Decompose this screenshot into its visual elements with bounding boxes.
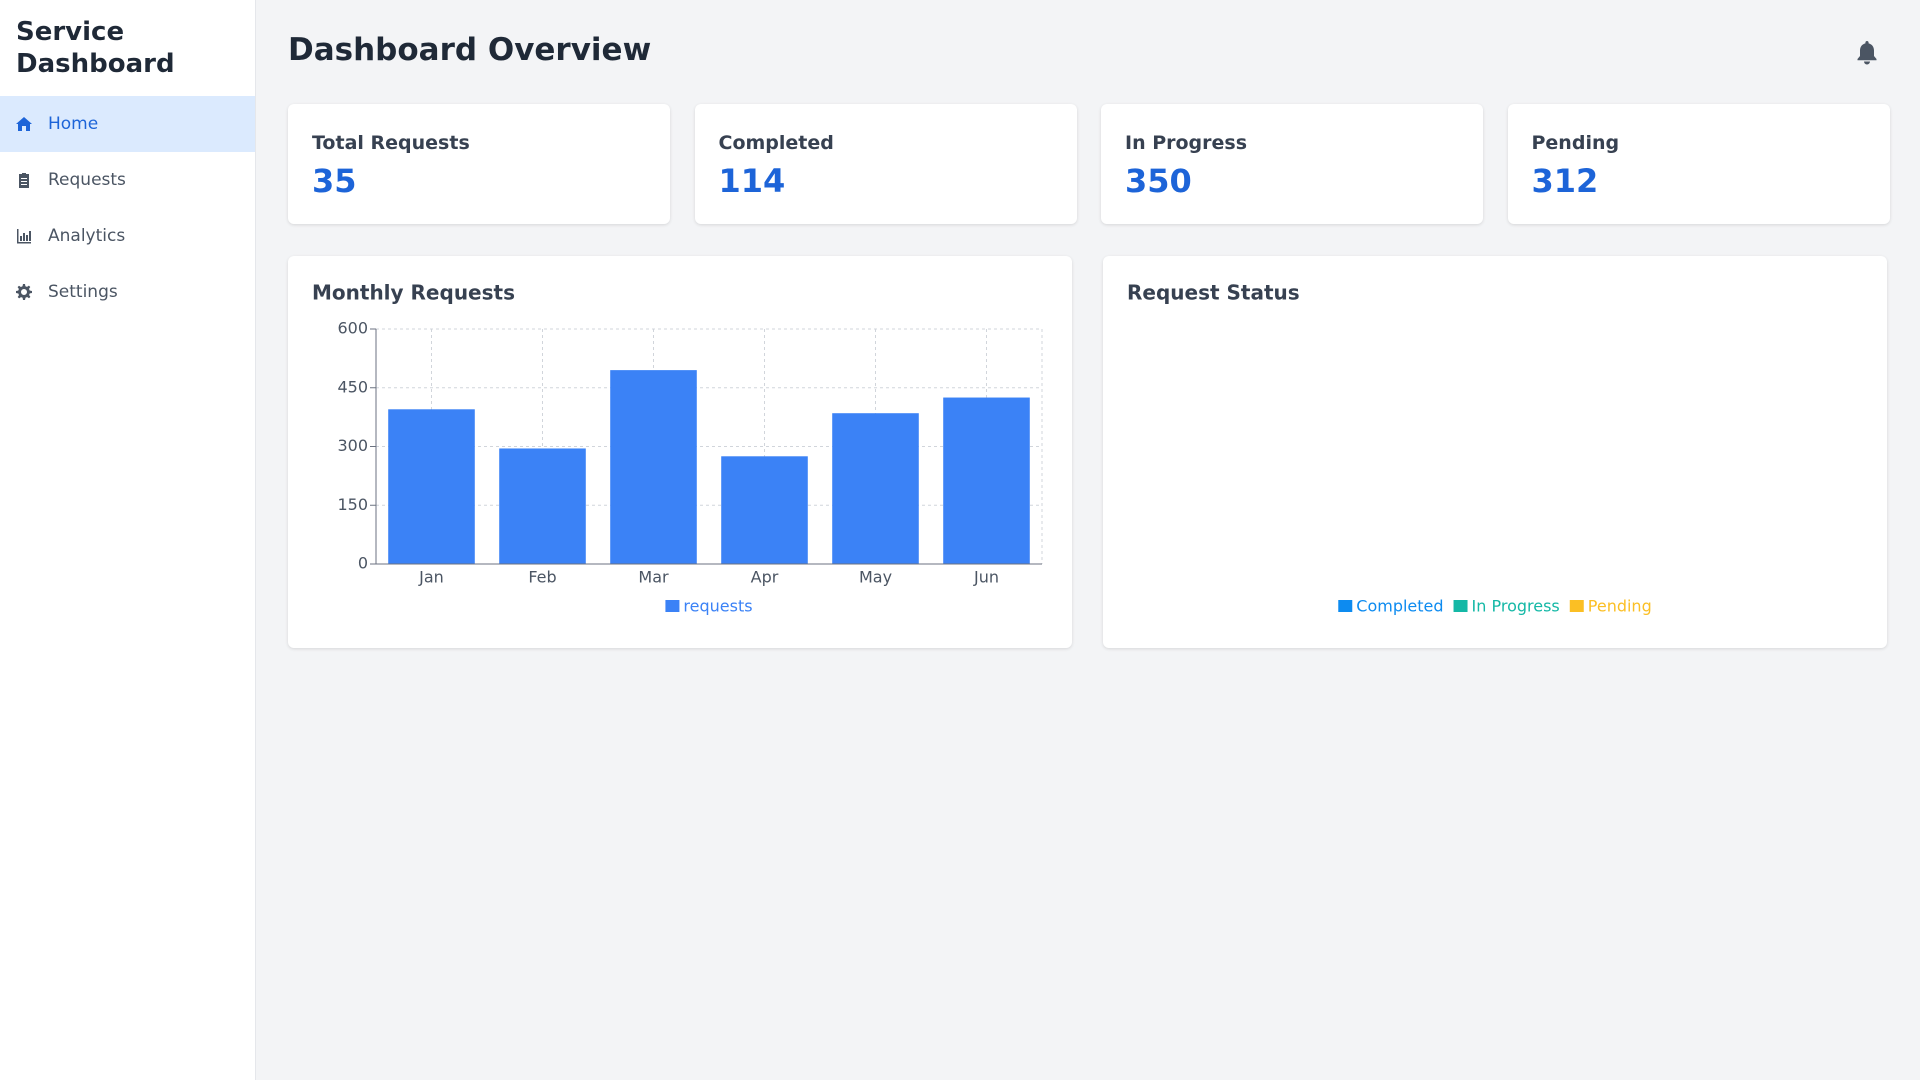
stat-card: Pending 312 [1507, 104, 1890, 224]
legend-label: Pending [1588, 597, 1652, 616]
x-tick-label: Feb [528, 568, 556, 587]
bar [610, 370, 697, 564]
nav-item[interactable]: Settings [0, 264, 255, 320]
legend-label: requests [683, 597, 752, 616]
nav-item[interactable]: Requests [0, 152, 255, 208]
x-tick-label: May [859, 568, 892, 587]
bar [832, 413, 919, 564]
bar [721, 456, 808, 564]
nav-icon [16, 117, 32, 131]
stat-card: Completed 114 [694, 104, 1077, 224]
nav-item[interactable]: Analytics [0, 208, 255, 264]
x-tick-label: Mar [638, 568, 669, 587]
nav-label: Requests [48, 170, 126, 190]
y-tick-label: 0 [358, 554, 368, 573]
nav-label: Settings [48, 282, 118, 302]
bar [943, 397, 1030, 564]
stat-value: 114 [718, 162, 786, 200]
notification-bell[interactable] [1855, 39, 1879, 65]
stat-label: Total Requests [312, 132, 470, 154]
page-title: Dashboard Overview [288, 32, 652, 68]
stat-value: 350 [1125, 162, 1192, 200]
legend: requests [665, 597, 753, 616]
chart-title: Monthly Requests [312, 281, 515, 305]
x-tick-label: Apr [751, 568, 779, 587]
legend-swatch [1569, 600, 1584, 612]
nav-icon [19, 173, 29, 188]
stat-label: Pending [1531, 132, 1620, 154]
bar-panel: Monthly Requests 0 150 300 450 600 Jan Feb Mar Ap… [288, 256, 1072, 648]
legend-swatch [1338, 600, 1353, 612]
x-tick-label: Jan [418, 568, 444, 587]
y-tick-label: 300 [337, 436, 368, 455]
sidebar: Service Dashboard Home Requests Analytics S… [0, 0, 256, 1080]
nav: Home Requests Analytics Settings [0, 96, 255, 320]
stat-label: In Progress [1125, 132, 1248, 154]
nav-item[interactable]: Home [0, 96, 255, 152]
stat-label: Completed [718, 132, 834, 154]
pie-chart: Request Status Completed In Progress Pendin… [1127, 281, 1652, 616]
stat-value: 35 [312, 162, 357, 200]
stat-value: 312 [1531, 162, 1599, 200]
legend-swatch [1453, 600, 1468, 612]
x-tick-label: Jun [973, 568, 999, 587]
nav-label: Analytics [48, 226, 126, 246]
pie-panel: Request Status Completed In Progress Pendin… [1103, 256, 1887, 648]
legend-label: Completed [1356, 597, 1443, 616]
nav-label: Home [48, 114, 99, 134]
nav-icon [16, 284, 32, 300]
bar [499, 448, 586, 564]
stat-card: Total Requests 35 [288, 104, 670, 224]
y-tick-label: 450 [337, 377, 368, 396]
y-tick-label: 150 [337, 495, 368, 514]
legend: Completed In Progress Pending [1338, 597, 1652, 616]
legend-label: In Progress [1472, 597, 1560, 616]
y-tick-label: 600 [337, 319, 368, 338]
chart-title: Request Status [1127, 281, 1300, 305]
nav-icon [17, 229, 31, 244]
sidebar-title: Service Dashboard [16, 17, 175, 79]
legend-swatch [665, 600, 680, 612]
bar [388, 409, 475, 564]
stat-card: In Progress 350 [1101, 104, 1483, 224]
bar-chart: Monthly Requests 0 150 300 450 600 Jan Feb Mar Ap… [312, 281, 1043, 616]
